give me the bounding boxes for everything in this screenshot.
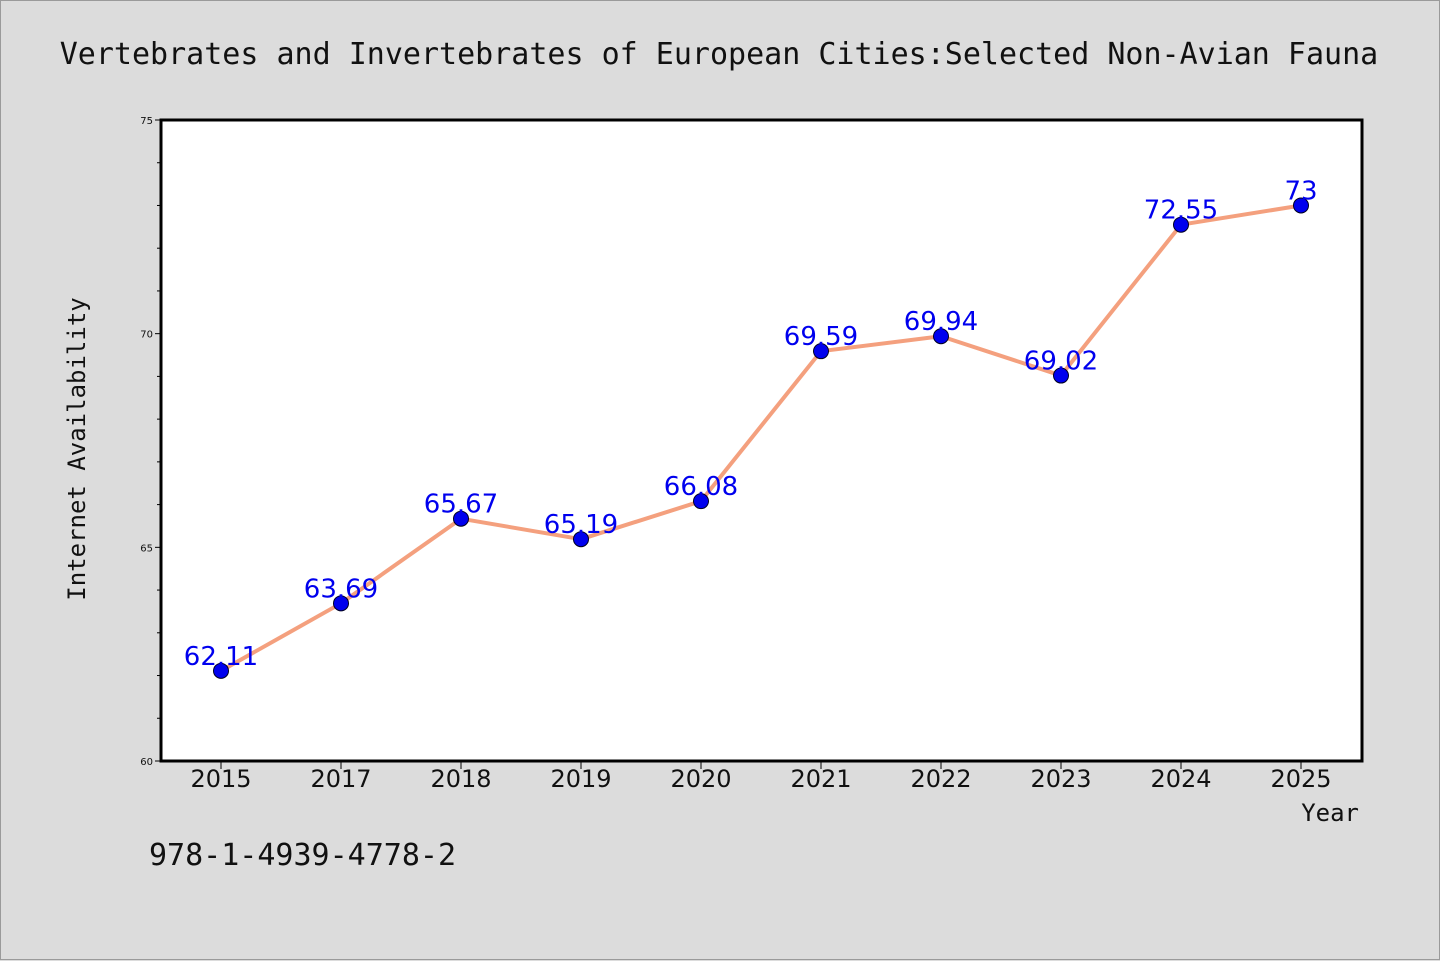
x-tick-label: 2023 — [1030, 765, 1091, 793]
chart-title: Vertebrates and Invertebrates of Europea… — [60, 37, 1379, 72]
data-label: 69.02 — [1024, 347, 1098, 377]
data-label: 66.08 — [664, 472, 738, 502]
data-point — [933, 328, 949, 345]
x-tick-label: 2020 — [670, 765, 731, 793]
data-label: 69.59 — [784, 322, 858, 352]
x-tick-label: 2024 — [1150, 765, 1211, 793]
x-tick-label: 2018 — [430, 765, 491, 793]
data-point — [813, 343, 829, 360]
isbn-footer-text: 978-1-4939-4778-2 — [149, 838, 456, 873]
y-tick-label: 75 — [140, 116, 153, 127]
data-label: 62.11 — [184, 642, 258, 672]
data-point — [1053, 367, 1069, 384]
data-label: 65.19 — [544, 510, 618, 540]
y-axis: 60 65 70 75 — [140, 116, 161, 768]
x-tick-label: 2019 — [550, 765, 611, 793]
data-label: 63.69 — [304, 574, 378, 604]
data-label: 69.94 — [904, 307, 978, 337]
y-tick-label: 60 — [140, 757, 153, 768]
y-tick-label: 65 — [140, 543, 153, 554]
data-point — [333, 595, 349, 612]
data-point — [573, 531, 589, 548]
y-tick-label: 70 — [140, 330, 153, 341]
series-markers — [213, 197, 1309, 679]
data-label: 73 — [1284, 176, 1317, 206]
data-labels: 62.11 63.69 65.67 65.19 66.08 69.59 69.94 69.02… — [184, 176, 1318, 671]
series-line — [220, 203, 1302, 673]
data-point — [213, 662, 229, 679]
data-point — [453, 510, 469, 527]
y-axis-label: Internet Availability — [63, 297, 91, 600]
x-tick-label: 2017 — [310, 765, 371, 793]
x-tick-label: 2025 — [1270, 765, 1331, 793]
data-label: 65.67 — [424, 490, 498, 520]
x-axis-label: Year — [1301, 799, 1359, 827]
x-tick-label: 2021 — [790, 765, 851, 793]
x-tick-label: 2022 — [910, 765, 971, 793]
data-point — [693, 493, 709, 510]
data-label: 72.55 — [1144, 196, 1218, 226]
plot-area — [159, 118, 1364, 763]
data-point — [1173, 216, 1189, 233]
x-axis: 2015 2017 2018 2019 2020 2021 2022 2023 2024 2025 — [190, 761, 1332, 793]
x-tick-label: 2015 — [190, 765, 251, 793]
data-point — [1293, 197, 1309, 214]
